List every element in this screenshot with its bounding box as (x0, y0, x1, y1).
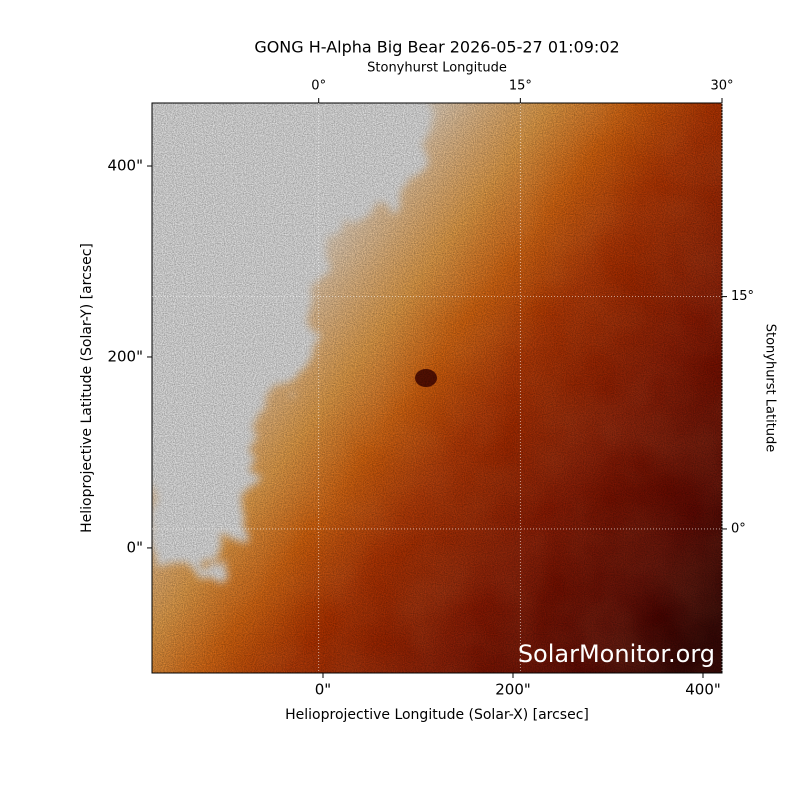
chart-title: GONG H-Alpha Big Bear 2026-05-27 01:09:0… (254, 38, 619, 57)
x-tick-label: 400" (685, 681, 721, 699)
y2-axis-label: Stonyhurst Latitude (763, 324, 778, 453)
solar-image (152, 103, 722, 673)
x2-tick-label: 0° (311, 79, 326, 94)
watermark: SolarMonitor.org (518, 640, 715, 668)
y2-tick-label: 0° (731, 521, 746, 536)
x-tick-label: 200" (495, 681, 531, 699)
x-axis-label: Helioprojective Longitude (Solar-X) [arc… (285, 707, 589, 723)
x2-tick-label: 15° (509, 79, 532, 94)
y-tick-label: 200" (107, 347, 143, 365)
y2-tick-label: 15° (731, 289, 754, 304)
y-axis-label: Helioprojective Latitude (Solar-Y) [arcs… (79, 243, 95, 533)
x-tick-label: 0" (315, 681, 331, 699)
x2-tick-label: 30° (710, 79, 733, 94)
y-tick-label: 0" (127, 538, 143, 556)
y-tick-label: 400" (107, 157, 143, 175)
x2-axis-label: Stonyhurst Longitude (367, 61, 507, 76)
